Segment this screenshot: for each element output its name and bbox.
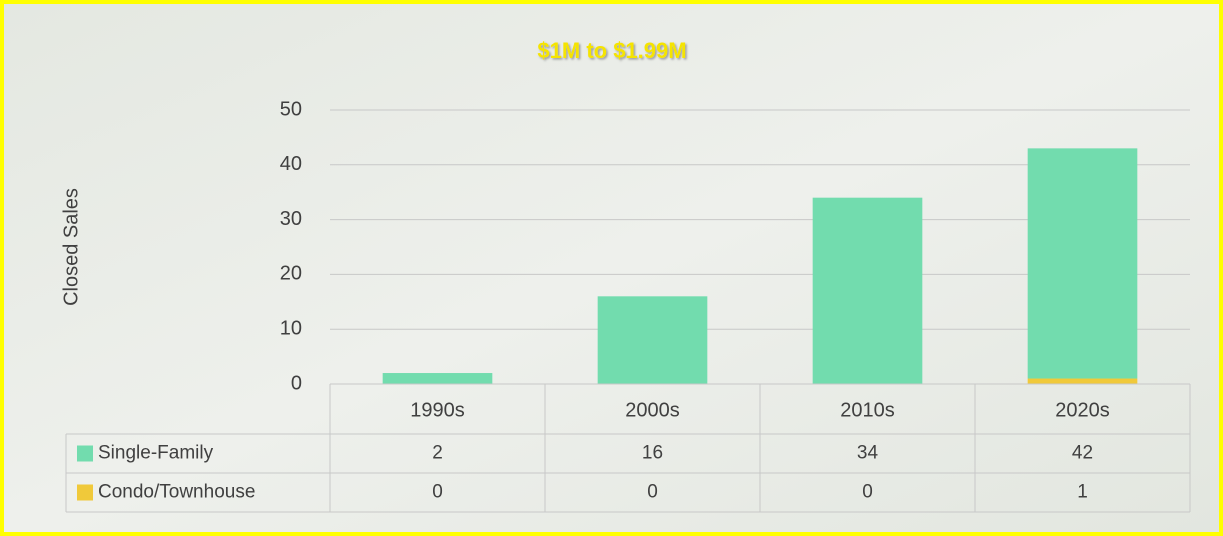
y-tick-label: 40 — [280, 153, 302, 175]
table-value: 16 — [642, 443, 663, 464]
table-value: 34 — [857, 443, 879, 464]
table-value: 2 — [432, 443, 443, 464]
y-tick-label: 50 — [280, 98, 302, 120]
y-tick-label: 30 — [280, 208, 302, 230]
y-axis-label: Closed Sales — [60, 188, 82, 306]
legend-swatch — [77, 445, 93, 462]
y-tick-label: 10 — [280, 317, 302, 339]
x-tick-label: 2010s — [840, 399, 895, 421]
bar — [597, 296, 708, 384]
legend-label: Single-Family — [98, 443, 214, 464]
x-tick-label: 2020s — [1055, 399, 1110, 421]
x-tick-label: 2000s — [625, 399, 680, 421]
table-value: 0 — [432, 482, 443, 503]
table-value: 1 — [1077, 482, 1088, 503]
bar — [1027, 148, 1138, 379]
table-value: 0 — [862, 482, 873, 503]
table-value: 0 — [647, 482, 658, 503]
bar — [382, 373, 493, 384]
x-tick-label: 1990s — [410, 399, 465, 421]
table-value: 42 — [1072, 443, 1093, 464]
legend-label: Condo/Townhouse — [98, 482, 255, 503]
chart-title: $1M to $1.99M — [537, 38, 686, 63]
y-tick-label: 0 — [291, 372, 302, 394]
bar — [1027, 378, 1138, 384]
bar — [812, 197, 923, 384]
y-tick-label: 20 — [280, 263, 302, 285]
legend-swatch — [77, 484, 93, 501]
